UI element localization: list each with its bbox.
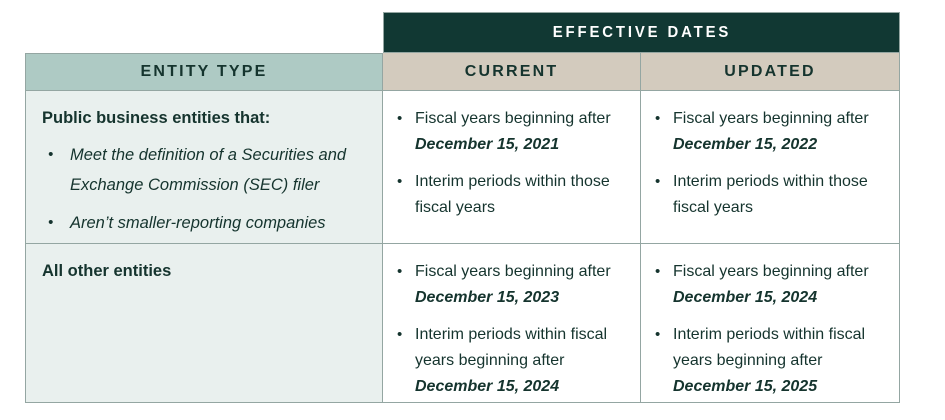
row2-entity-cell: All other entities (25, 244, 383, 403)
row2-updated-cell: Fiscal years beginning after December 15… (641, 244, 900, 403)
bullet-date: December 15, 2022 (673, 136, 818, 153)
list-item: Fiscal years beginning after December 15… (649, 259, 885, 311)
list-item: Fiscal years beginning after December 15… (649, 106, 885, 158)
list-item: Fiscal years beginning after December 15… (391, 259, 626, 311)
effective-dates-table: EFFECTIVE DATES ENTITY TYPE CURRENT UPDA… (25, 12, 900, 403)
list-item: Aren’t smaller-reporting companies (42, 208, 364, 238)
column-header-entity-type: ENTITY TYPE (25, 53, 383, 91)
bullet-date: December 15, 2023 (415, 289, 560, 306)
row1-updated-cell: Fiscal years beginning after December 15… (641, 91, 900, 244)
bullet-date: December 15, 2024 (415, 378, 560, 395)
bullet-text: Interim periods within fiscal years begi… (673, 326, 866, 369)
current-bullet-list: Fiscal years beginning after December 15… (391, 259, 626, 400)
bullet-date: December 15, 2024 (673, 289, 818, 306)
bullet-text: Fiscal years beginning after (673, 263, 869, 280)
bullet-text: Interim periods within fiscal years begi… (415, 326, 608, 369)
bullet-date: December 15, 2021 (415, 136, 560, 153)
effective-dates-spanner-header: EFFECTIVE DATES (383, 12, 900, 53)
list-item: Meet the definition of a Securities and … (42, 140, 364, 200)
list-item: Interim periods within fiscal years begi… (649, 322, 885, 400)
bullet-text: Interim periods within those fiscal year… (415, 173, 610, 216)
entity-bullet-list: Meet the definition of a Securities and … (42, 140, 364, 238)
bullet-text: Fiscal years beginning after (673, 110, 869, 127)
entity-title: Public business entities that: (42, 109, 271, 127)
list-item: Fiscal years beginning after December 15… (391, 106, 626, 158)
row1-current-cell: Fiscal years beginning after December 15… (383, 91, 641, 244)
current-bullet-list: Fiscal years beginning after December 15… (391, 106, 626, 221)
header-spacer (25, 12, 383, 53)
spanner-label: EFFECTIVE DATES (552, 23, 731, 41)
list-item: Interim periods within fiscal years begi… (391, 322, 626, 400)
bullet-text: Fiscal years beginning after (415, 110, 611, 127)
bullet-date: December 15, 2025 (673, 378, 818, 395)
entity-title: All other entities (42, 262, 172, 280)
bullet-text: Interim periods within those fiscal year… (673, 173, 868, 216)
row1-entity-cell: Public business entities that: Meet the … (25, 91, 383, 244)
column-header-updated: UPDATED (641, 53, 900, 91)
column-header-current: CURRENT (383, 53, 641, 91)
row2-current-cell: Fiscal years beginning after December 15… (383, 244, 641, 403)
list-item: Interim periods within those fiscal year… (391, 169, 626, 221)
updated-bullet-list: Fiscal years beginning after December 15… (649, 106, 885, 221)
list-item: Interim periods within those fiscal year… (649, 169, 885, 221)
updated-bullet-list: Fiscal years beginning after December 15… (649, 259, 885, 400)
bullet-text: Fiscal years beginning after (415, 263, 611, 280)
